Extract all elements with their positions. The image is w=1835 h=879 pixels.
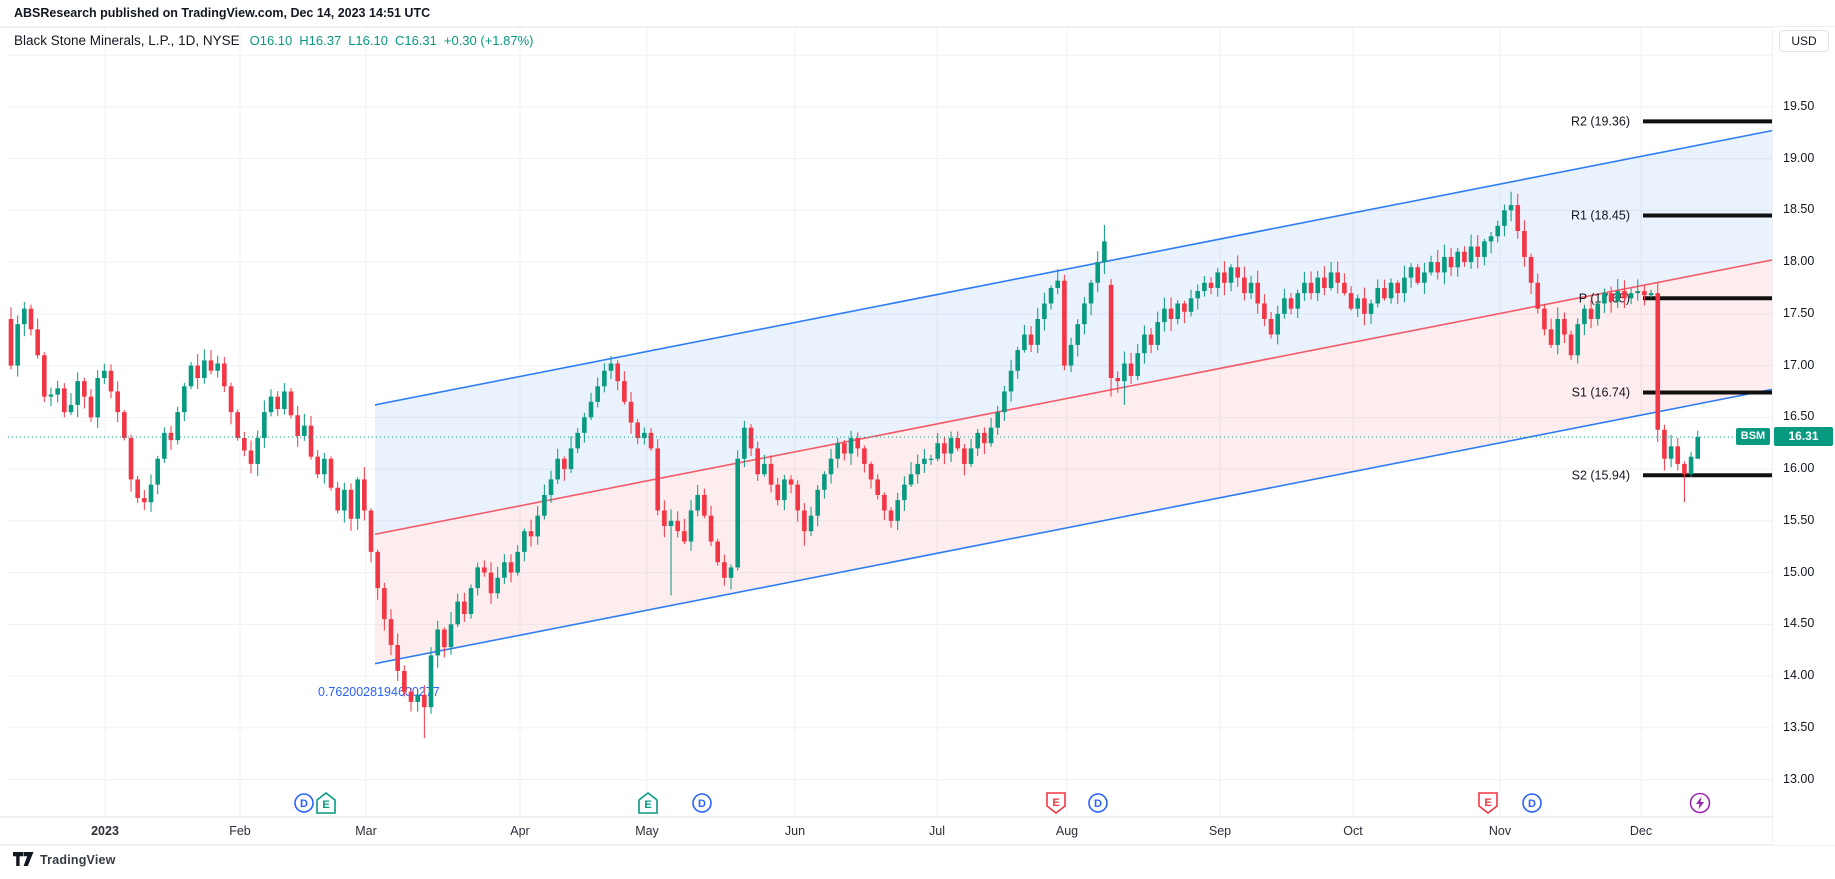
time-axis-label: Feb bbox=[229, 824, 251, 838]
price-tick-label: 18.00 bbox=[1783, 254, 1815, 269]
dividend-icon[interactable]: D bbox=[692, 793, 712, 813]
channel-upper-fill bbox=[375, 130, 1772, 535]
svg-text:E: E bbox=[322, 799, 329, 811]
time-axis-labels[interactable]: 2023 Feb Mar Apr May Jun Jul Aug Sep Oct Nov Dec bbox=[91, 824, 1652, 838]
earnings-beat-icon[interactable]: E bbox=[316, 791, 336, 814]
price-tick-label: 17.50 bbox=[1783, 305, 1815, 320]
time-axis-label: Aug bbox=[1056, 824, 1078, 838]
symbol-title[interactable]: Black Stone Minerals, L.P., 1D, NYSE bbox=[14, 33, 240, 48]
dividend-icon[interactable]: D bbox=[1088, 793, 1108, 813]
price-tick-label: 15.00 bbox=[1783, 564, 1815, 579]
time-axis-label: 2023 bbox=[91, 824, 119, 838]
symbol-legend[interactable]: Black Stone Minerals, L.P., 1D, NYSE O16.… bbox=[14, 33, 541, 48]
publish-attribution-line: ABSResearch published on TradingView.com… bbox=[14, 6, 431, 20]
pivot-label: R2 (19.36) bbox=[1571, 114, 1630, 128]
legend-open-value: O16.10 bbox=[249, 33, 293, 48]
price-tick-label: 16.50 bbox=[1783, 409, 1815, 424]
price-tick-label: 16.00 bbox=[1783, 461, 1815, 476]
chart-gridlines bbox=[8, 27, 1772, 817]
symbol-tag-label: BSM bbox=[1736, 428, 1770, 445]
time-axis-label: Jul bbox=[929, 824, 945, 838]
legend-high-value: H16.37 bbox=[299, 33, 342, 48]
time-axis-label: May bbox=[635, 824, 659, 838]
price-tick-label: 14.00 bbox=[1783, 668, 1815, 683]
price-tick-label: 13.50 bbox=[1783, 719, 1815, 734]
price-tick-label: 19.00 bbox=[1783, 150, 1815, 165]
svg-text:E: E bbox=[1052, 797, 1059, 809]
channel-lower-line bbox=[374, 388, 1773, 665]
candlestick-series bbox=[8, 191, 1701, 739]
dividend-icon[interactable]: D bbox=[1522, 793, 1542, 813]
earnings-beat-icon[interactable]: E bbox=[638, 791, 658, 814]
svg-text:E: E bbox=[644, 799, 651, 811]
svg-text:D: D bbox=[1094, 798, 1102, 810]
price-tick-label: 15.50 bbox=[1783, 512, 1815, 527]
earnings-miss-icon[interactable]: E bbox=[1478, 792, 1498, 815]
currency-toggle-button[interactable]: USD bbox=[1779, 30, 1829, 52]
channel-upper-line bbox=[374, 129, 1773, 406]
svg-text:D: D bbox=[1528, 798, 1536, 810]
tradingview-footer-logo[interactable]: TradingView bbox=[13, 852, 116, 867]
tradingview-logo-icon bbox=[13, 852, 34, 866]
svg-text:D: D bbox=[300, 798, 308, 810]
pivot-levels: R2 (19.36)R1 (18.45)P (17.65)S1 (16.74)S… bbox=[1571, 114, 1772, 482]
price-tick-label: 14.50 bbox=[1783, 616, 1815, 631]
earnings-miss-icon[interactable]: E bbox=[1046, 792, 1066, 815]
last-price-label: 16.31 bbox=[1774, 427, 1833, 446]
time-axis-label: Mar bbox=[355, 824, 377, 838]
price-tick-label: 17.00 bbox=[1783, 357, 1815, 372]
price-tick-label: 19.50 bbox=[1783, 98, 1815, 113]
time-axis-label: Apr bbox=[510, 824, 529, 838]
pivot-label: R1 (18.45) bbox=[1571, 209, 1630, 223]
pivot-label: S1 (16.74) bbox=[1572, 385, 1630, 399]
price-tick-label: 13.00 bbox=[1783, 771, 1815, 786]
time-axis-label: Dec bbox=[1630, 824, 1652, 838]
legend-low-value: L16.10 bbox=[348, 33, 388, 48]
channel-correlation-value: 0.7620028194600277 bbox=[318, 685, 440, 699]
legend-close-value: C16.31 bbox=[394, 33, 437, 48]
time-axis-label: Sep bbox=[1209, 824, 1231, 838]
price-tick-label: 18.50 bbox=[1783, 202, 1815, 217]
legend-change-value: +0.30 (+1.87%) bbox=[443, 33, 534, 48]
flash-event-icon[interactable] bbox=[1689, 792, 1711, 814]
time-axis-label: Jun bbox=[785, 824, 805, 838]
time-axis-label: Oct bbox=[1343, 824, 1363, 838]
svg-text:E: E bbox=[1484, 797, 1491, 809]
svg-text:D: D bbox=[698, 798, 706, 810]
pivot-label: S2 (15.94) bbox=[1572, 468, 1630, 482]
time-axis-label: Nov bbox=[1489, 824, 1512, 838]
dividend-icon[interactable]: D bbox=[294, 793, 314, 813]
tradingview-brand-text: TradingView bbox=[40, 852, 116, 867]
